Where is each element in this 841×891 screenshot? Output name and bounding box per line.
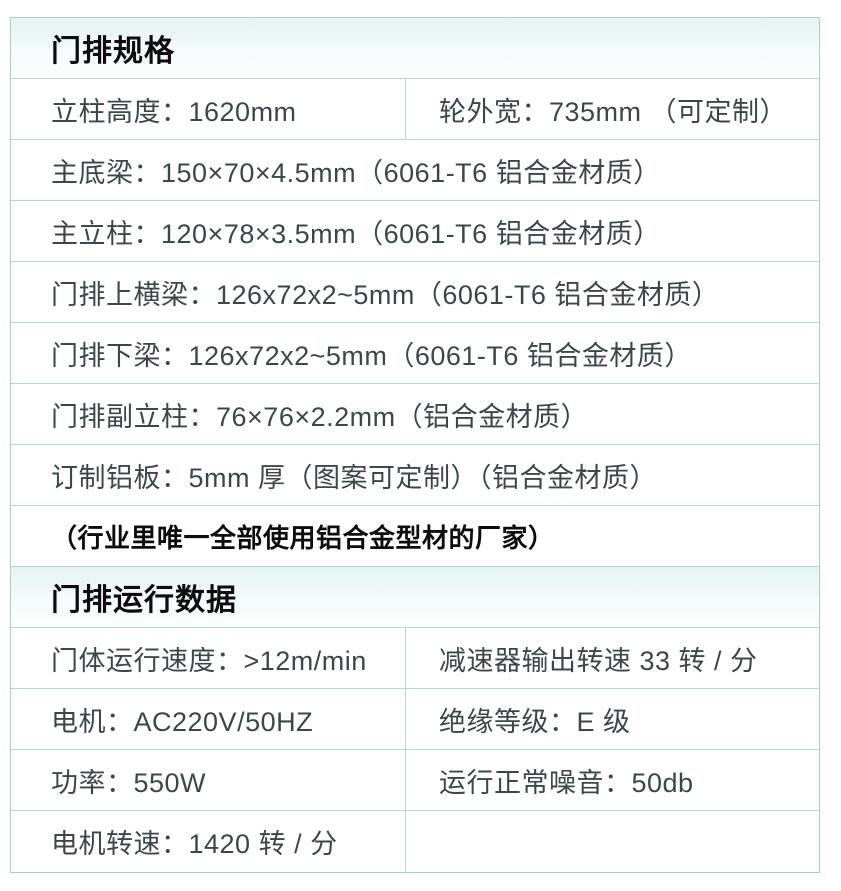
operation-row-speed: 门体运行速度：>12m/min 减速器输出转速 33 转 / 分 bbox=[11, 628, 819, 689]
spec-row-bottom-beam: 主底梁：150×70×4.5mm（6061-T6 铝合金材质） bbox=[11, 140, 819, 201]
spec-cell-column-height: 立柱高度：1620mm bbox=[11, 79, 406, 139]
operation-cell-door-speed: 门体运行速度：>12m/min bbox=[11, 628, 406, 688]
operation-cell-reducer-speed: 减速器输出转速 33 转 / 分 bbox=[439, 645, 758, 676]
spec-cell-bottom-beam: 主底梁：150×70×4.5mm（6061-T6 铝合金材质） bbox=[51, 157, 661, 188]
operation-row-power: 功率：550W 运行正常噪音：50db bbox=[11, 750, 819, 811]
operation-cell-motor: 电机：AC220V/50HZ bbox=[11, 689, 406, 749]
spec-row-main-column: 主立柱：120×78×3.5mm（6061-T6 铝合金材质） bbox=[11, 201, 819, 262]
operation-cell-motor-speed: 电机转速：1420 转 / 分 bbox=[11, 811, 406, 872]
operation-row-motor-speed: 电机转速：1420 转 / 分 bbox=[11, 811, 819, 872]
spec-row-upper-crossbeam: 门排上横梁：126x72x2~5mm（6061-T6 铝合金材质） bbox=[11, 262, 819, 323]
operation-cell-power: 功率：550W bbox=[11, 750, 406, 810]
spec-cell-upper-crossbeam: 门排上横梁：126x72x2~5mm（6061-T6 铝合金材质） bbox=[51, 279, 720, 310]
spec-cell-aluminum-plate: 订制铝板：5mm 厚（图案可定制）（铝合金材质） bbox=[51, 462, 657, 493]
spec-table: 门排规格 立柱高度：1620mm 轮外宽：735mm （可定制） 主底梁：150… bbox=[10, 17, 820, 873]
spec-row-aluminum-plate: 订制铝板：5mm 厚（图案可定制）（铝合金材质） bbox=[11, 445, 819, 506]
operation-row-motor: 电机：AC220V/50HZ 绝缘等级：E 级 bbox=[11, 689, 819, 750]
operation-cell-empty bbox=[406, 811, 819, 872]
operation-cell-noise: 运行正常噪音：50db bbox=[439, 767, 694, 798]
spec-cell-main-column: 主立柱：120×78×3.5mm（6061-T6 铝合金材质） bbox=[51, 218, 661, 249]
operation-cell-insulation: 绝缘等级：E 级 bbox=[439, 706, 631, 737]
spec-row-lower-beam: 门排下梁：126x72x2~5mm（6061-T6 铝合金材质） bbox=[11, 323, 819, 384]
spec-row-note: （行业里唯一全部使用铝合金型材的厂家） bbox=[11, 506, 819, 567]
spec-row-heights: 立柱高度：1620mm 轮外宽：735mm （可定制） bbox=[11, 79, 819, 140]
section-title-specs: 门排规格 bbox=[51, 35, 175, 68]
section-header-operation: 门排运行数据 bbox=[11, 567, 819, 628]
spec-cell-wheel-width: 轮外宽：735mm （可定制） bbox=[439, 96, 788, 127]
spec-row-aux-column: 门排副立柱：76×76×2.2mm（铝合金材质） bbox=[11, 384, 819, 445]
spec-cell-lower-beam: 门排下梁：126x72x2~5mm（6061-T6 铝合金材质） bbox=[51, 340, 692, 371]
section-header-specs: 门排规格 bbox=[11, 18, 819, 79]
spec-note-text: （行业里唯一全部使用铝合金型材的厂家） bbox=[51, 522, 555, 553]
section-title-operation: 门排运行数据 bbox=[51, 584, 237, 617]
spec-cell-aux-column: 门排副立柱：76×76×2.2mm（铝合金材质） bbox=[51, 401, 589, 432]
